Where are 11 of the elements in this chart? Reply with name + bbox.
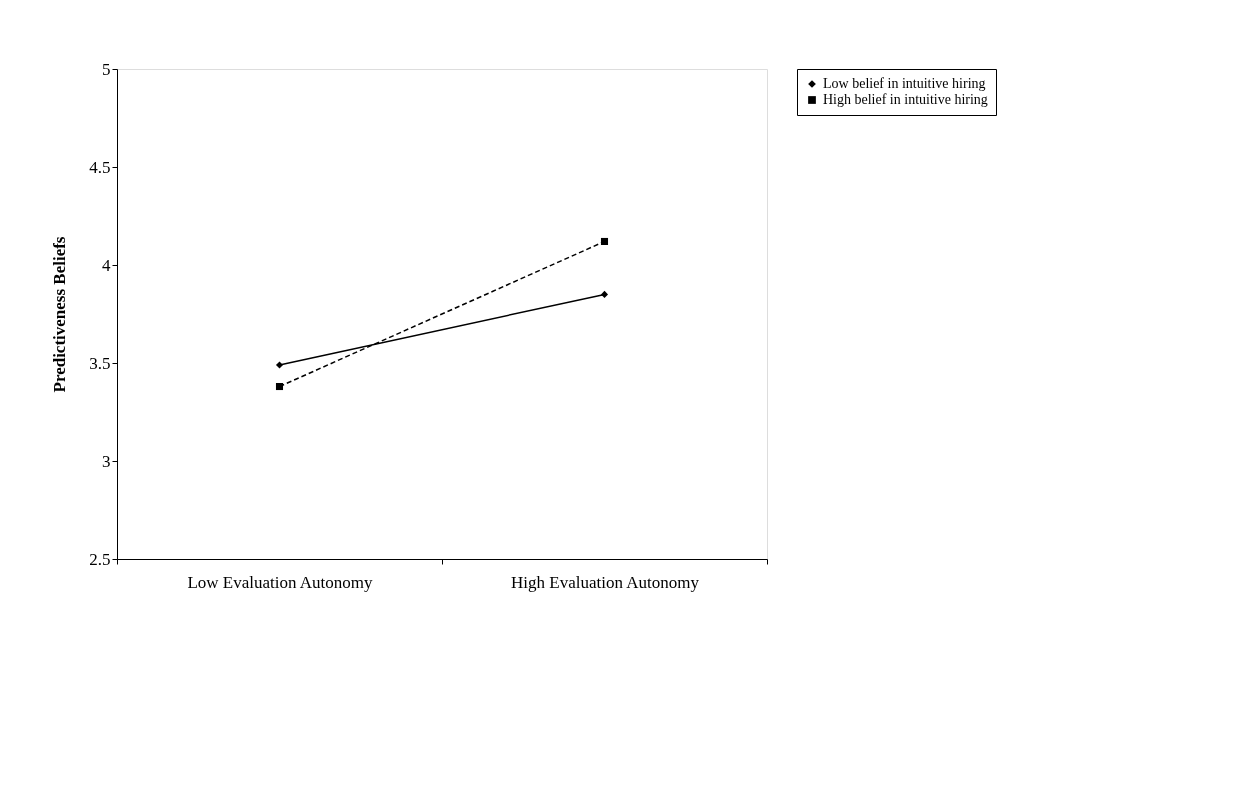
y-tick-label: 5	[102, 59, 111, 79]
legend-label: Low belief in intuitive hiring	[823, 76, 986, 91]
legend-label: High belief in intuitive hiring	[823, 92, 988, 107]
y-axis-title: Predictiveness Beliefs	[50, 236, 70, 393]
y-tick-label: 4	[102, 255, 111, 275]
x-tick-label: Low Evaluation Autonomy	[187, 572, 374, 592]
x-tick-label: High Evaluation Autonomy	[511, 572, 700, 592]
y-tick-label: 4.5	[89, 157, 111, 177]
y-tick-label: 2.5	[89, 549, 111, 569]
y-tick-label: 3.5	[89, 353, 111, 373]
y-tick-label: 3	[102, 451, 111, 471]
